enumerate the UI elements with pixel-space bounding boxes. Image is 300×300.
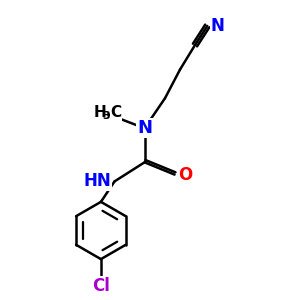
Text: 3: 3 (102, 111, 110, 121)
Text: N: N (211, 17, 224, 35)
Text: Cl: Cl (92, 277, 110, 295)
Text: O: O (178, 166, 192, 184)
Text: C: C (110, 105, 122, 120)
Text: HN: HN (83, 172, 111, 190)
Text: N: N (137, 119, 152, 137)
Text: H: H (94, 105, 106, 120)
